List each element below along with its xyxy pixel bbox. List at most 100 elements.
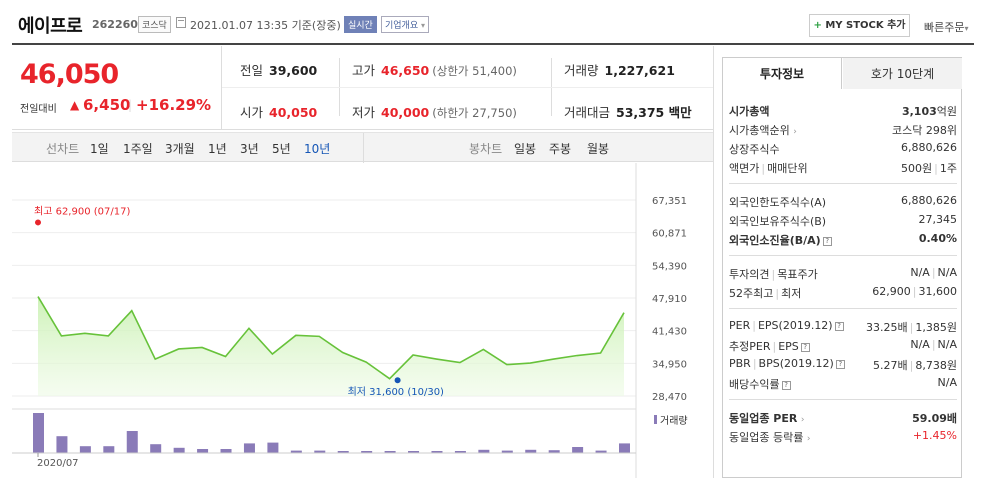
market-cap-number: 3,103 [901, 105, 937, 118]
separator: | [912, 285, 917, 298]
realtime-button[interactable]: 실시간 [344, 16, 377, 33]
tab-quote-10[interactable]: 호가 10단계 [843, 58, 962, 90]
quick-order-button[interactable]: 빠른주문▾ [924, 19, 969, 35]
industry-per-row[interactable]: 동일업종 PER › 59.09배 [729, 408, 957, 426]
period-1y[interactable]: 1년 [208, 142, 227, 156]
volume-bar [173, 447, 185, 453]
company-name[interactable]: 에이프로 [18, 16, 83, 37]
volume-bar [619, 443, 630, 453]
info-body: 시가총액 3,103억원 시가총액순위 › 코스닥 298위 상장주식수 6,880,… [722, 89, 962, 478]
period-5y[interactable]: 5년 [272, 142, 291, 156]
volume-legend: 거래량 [660, 415, 688, 427]
face-label: 액면가 [729, 162, 760, 175]
prev-value: 39,600 [269, 63, 318, 78]
help-icon[interactable]: ? [835, 359, 845, 369]
separator: | [775, 287, 780, 300]
help-icon[interactable]: ? [822, 236, 832, 246]
price-chart[interactable]: 67,351 60,871 54,390 47,910 41,430 34,950 28,4… [12, 163, 713, 478]
company-info-button[interactable]: 기업개요 ▾ [381, 16, 430, 33]
face-unit-label: 액면가 | 매매단위 [729, 160, 808, 176]
help-icon[interactable]: ? [800, 342, 810, 352]
y-tick-label: 47,910 [652, 294, 687, 305]
volume-bar [150, 444, 162, 453]
chevron-down-icon: ▾ [421, 21, 426, 30]
price-summary: 전일 39,600 고가 46,650 (상한가 51,400) 거래량 1,227,6… [222, 46, 713, 130]
open-value: 40,050 [269, 105, 318, 120]
add-mystock-label: MY STOCK 추가 [825, 20, 906, 31]
volume-bar [267, 442, 279, 453]
low-value: 40,000 [381, 105, 430, 120]
face-value: 500원 [901, 162, 933, 175]
industry-per-value: 59.09배 [912, 410, 957, 426]
tab-invest-info[interactable]: 투자정보 [723, 58, 842, 90]
price-line [37, 296, 625, 380]
add-mystock-button[interactable]: + MY STOCK 추가 [809, 14, 910, 37]
volume-bar [431, 451, 443, 453]
per-value-text: 33.25배 [866, 321, 908, 334]
week52-low-label: 최저 [781, 287, 802, 300]
separator: | [771, 268, 776, 281]
divider [729, 399, 957, 400]
candle-weekly[interactable]: 주봉 [549, 142, 572, 156]
pbr-value: 5.27배 | 8,738원 [873, 357, 957, 373]
help-icon[interactable]: ? [834, 321, 844, 331]
industry-change-row[interactable]: 동일업종 등락률 › +1.45% [729, 427, 957, 445]
est-per-value-text: N/A [910, 338, 930, 351]
market-cap-label-text: 시가총액 [729, 105, 770, 118]
period-10y[interactable]: 10년 [304, 142, 331, 156]
separator: | [934, 162, 938, 175]
week52-high-label: 52주최고 [729, 287, 774, 300]
divider [729, 183, 957, 184]
est-eps-value: N/A [937, 338, 957, 351]
opinion-value-text: N/A [910, 266, 930, 279]
period-1w[interactable]: 1주일 [123, 142, 153, 156]
amount-value: 53,375 백만 [616, 105, 692, 120]
y-tick-label: 34,950 [652, 359, 687, 370]
target-value: N/A [937, 266, 957, 279]
face-unit-value: 500원 | 1주 [901, 160, 957, 176]
candle-chart-label: 봉차트 [469, 142, 503, 156]
divider [729, 308, 957, 309]
amount-label: 거래대금 [564, 105, 611, 120]
cap-rank-label: 시가총액순위 › [729, 122, 797, 138]
pbr-label-text: PBR [729, 357, 751, 370]
low-label: 저가 [352, 105, 376, 120]
industry-change-value: +1.45% [912, 429, 957, 442]
eps-year: (2019.12) [778, 319, 833, 332]
pbr-row: PBR | BPS(2019.12)? 5.27배 | 8,738원 [729, 355, 957, 373]
separator: | [128, 98, 133, 112]
chevron-down-icon: ▾ [964, 24, 969, 33]
foreign-rate-value: 0.40% [919, 232, 957, 245]
line-chart-label: 선차트 [46, 142, 80, 156]
high-label: 최고 62,900 (07/17) [34, 205, 130, 217]
cap-rank-row[interactable]: 시가총액순위 › 코스닥 298위 [729, 120, 957, 138]
volume-bar [314, 450, 326, 453]
chevron-right-icon: › [806, 434, 811, 444]
period-3y[interactable]: 3년 [240, 142, 259, 156]
volume-bar [103, 446, 115, 453]
help-icon[interactable]: ? [781, 380, 791, 390]
market-cap-label: 시가총액 [729, 103, 769, 119]
volume-bar [548, 450, 560, 453]
divider [729, 255, 957, 256]
face-unit-row: 액면가 | 매매단위 500원 | 1주 [729, 158, 957, 176]
separator: | [909, 321, 914, 334]
trade-amount: 거래대금 53,375 백만 [564, 102, 692, 121]
candle-monthly[interactable]: 월봉 [587, 142, 610, 156]
volume: 거래량 1,227,621 [564, 60, 675, 79]
period-1d[interactable]: 1일 [90, 142, 109, 156]
lower-limit: (하한가 27,750) [432, 106, 517, 120]
week52-high-value: 62,900 [872, 285, 911, 298]
unit-label: 매매단위 [767, 162, 808, 175]
est-per-label-text: 추정PER [729, 340, 771, 353]
foreign-rate-label-text: 외국인소진율(B/A) [729, 234, 821, 247]
low-label: 최저 31,600 (10/30) [348, 386, 444, 398]
period-3m[interactable]: 3개월 [165, 142, 195, 156]
market-cap-unit: 억원 [936, 105, 957, 118]
eps-value: 1,385원 [915, 321, 957, 334]
candle-daily[interactable]: 일봉 [514, 142, 537, 156]
divider [363, 133, 364, 163]
foreign-rate-row: 외국인소진율(B/A)? 0.40% [729, 230, 957, 248]
divider [222, 87, 713, 88]
volume-label: 거래량 [564, 63, 599, 78]
